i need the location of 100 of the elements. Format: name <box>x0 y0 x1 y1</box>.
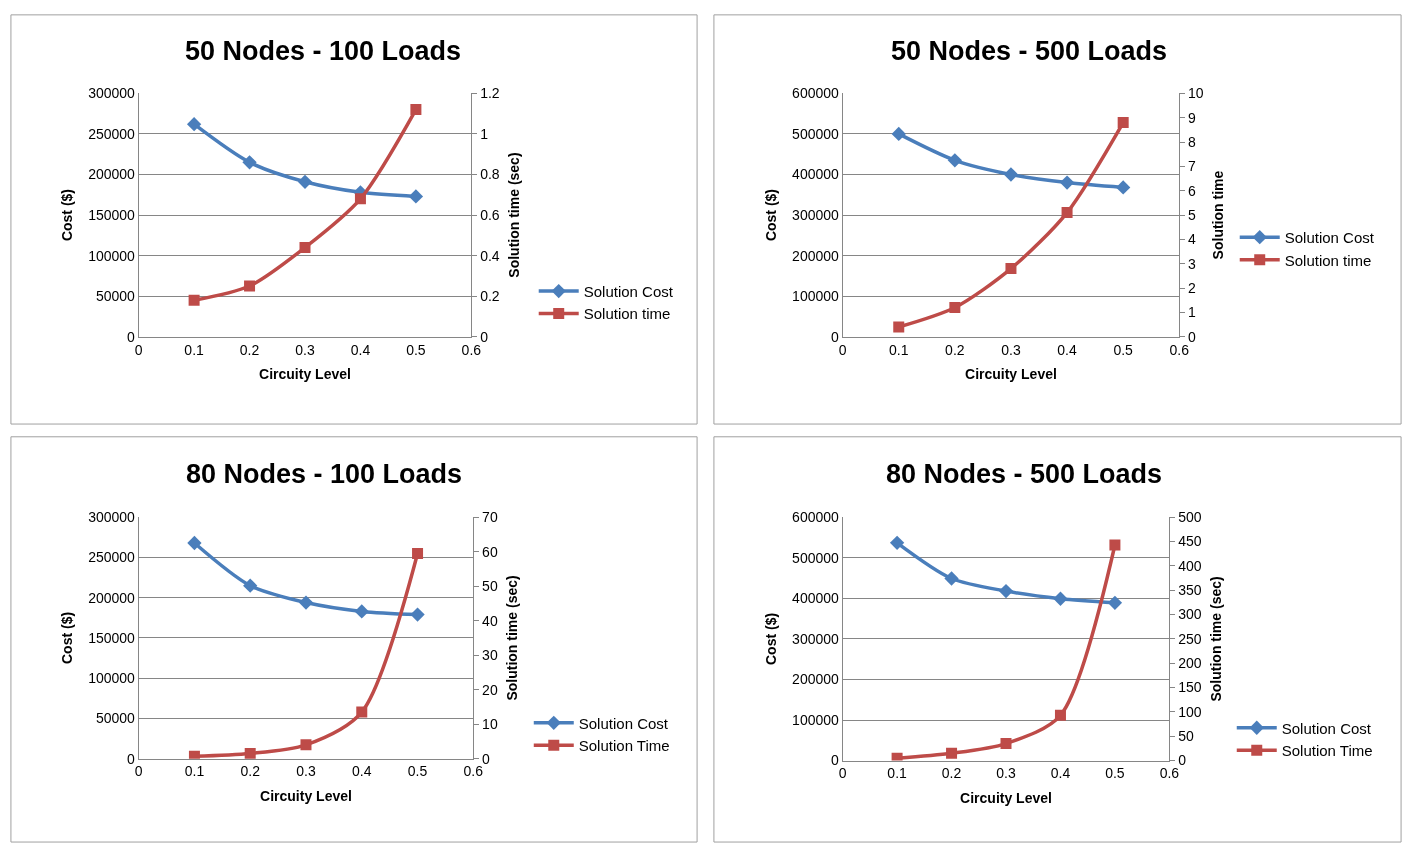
x-tick-label: 0.6 <box>463 763 484 780</box>
point <box>410 607 425 622</box>
y2-tick-label: 0 <box>1188 328 1197 345</box>
y-tick-label: 200000 <box>88 589 136 606</box>
chart-title: 80 Nodes - 500 Loads <box>886 459 1163 489</box>
point <box>1117 117 1129 129</box>
point <box>1000 738 1012 750</box>
y-tick-label: 400000 <box>792 590 840 607</box>
y2-tick-label: 8 <box>1188 133 1197 150</box>
y-tick-label: 500000 <box>792 549 840 566</box>
point <box>354 193 366 205</box>
y-tick-label: 300000 <box>792 206 840 223</box>
y2-tick-label: 100 <box>1178 703 1202 720</box>
point <box>410 104 422 116</box>
y-tick-label: 150000 <box>88 206 136 223</box>
legend-label: Solution Time <box>1281 742 1373 760</box>
y-tick-label: 100000 <box>88 247 136 264</box>
y-tick-label: 200000 <box>792 671 840 688</box>
y-tick-label: 200000 <box>88 166 136 183</box>
y2-tick-label: 150 <box>1178 679 1202 696</box>
point <box>1107 595 1123 610</box>
y2-tick-label: 50 <box>482 578 498 595</box>
y2-tick-label: 7 <box>1188 158 1197 175</box>
y2-tick-label: 0 <box>482 750 491 767</box>
y2-tick-label: 200 <box>1178 655 1202 672</box>
legend-label: Solution time <box>583 305 671 323</box>
y2-axis-title: Solution time <box>1210 170 1227 260</box>
y2-axis-title: Solution time (sec) <box>1208 576 1225 702</box>
y2-axis-title: Solution time (sec) <box>504 575 521 701</box>
x-tick-label: 0.5 <box>1105 765 1125 782</box>
y-tick-label: 0 <box>831 328 840 345</box>
x-tick-label: 0.6 <box>1169 341 1190 358</box>
x-tick-label: 0.3 <box>295 341 315 358</box>
y-tick-label: 50000 <box>95 710 136 727</box>
point <box>408 189 424 204</box>
point <box>944 571 959 586</box>
y2-tick-label: 300 <box>1178 606 1202 623</box>
y2-tick-label: 400 <box>1178 557 1202 574</box>
y-tick-label: 200000 <box>792 247 840 264</box>
x-axis-title: Circuity Level <box>965 365 1057 382</box>
y2-tick-label: 20 <box>482 681 498 698</box>
x-axis-title: Circuity Level <box>960 789 1052 806</box>
y2-tick-label: 1 <box>1188 304 1197 321</box>
x-tick-label: 0.1 <box>889 341 909 358</box>
legend-label: Solution Cost <box>1281 719 1372 737</box>
y2-tick-label: 1 <box>480 125 489 142</box>
y2-tick-label: 4 <box>1188 231 1197 248</box>
legend-label: Solution time <box>1284 251 1372 269</box>
x-axis-title: Circuity Level <box>259 365 351 382</box>
y-axis-title: Cost ($) <box>58 611 75 665</box>
y2-tick-label: 40 <box>482 612 498 629</box>
x-tick-label: 0.5 <box>1113 341 1134 358</box>
x-tick-label: 0.5 <box>407 763 428 780</box>
point <box>242 155 257 170</box>
x-tick-label: 0.5 <box>406 341 426 358</box>
y2-tick-label: 60 <box>482 543 498 560</box>
x-tick-label: 0.1 <box>184 763 205 780</box>
y-tick-label: 300000 <box>792 630 840 647</box>
y2-tick-label: 0.2 <box>480 288 500 305</box>
chart-title: 80 Nodes - 100 Loads <box>186 459 463 489</box>
y-tick-label: 0 <box>831 752 840 769</box>
y-tick-label: 400000 <box>792 166 840 183</box>
y2-tick-label: 5 <box>1188 206 1197 223</box>
y2-tick-label: 0.6 <box>480 206 500 223</box>
y2-tick-label: 450 <box>1178 533 1202 550</box>
x-tick-label: 0.4 <box>352 763 372 780</box>
point <box>412 547 424 559</box>
x-tick-label: 0.2 <box>945 341 965 358</box>
y-tick-label: 100000 <box>792 711 840 728</box>
y-tick-label: 100000 <box>88 670 136 687</box>
point <box>244 747 256 759</box>
legend-label: Solution Cost <box>1284 229 1375 246</box>
x-tick-label: 0.1 <box>887 765 908 782</box>
point <box>354 604 369 619</box>
y2-tick-label: 0 <box>1178 752 1187 769</box>
y-axis-title: Cost ($) <box>58 188 75 242</box>
point <box>1116 180 1131 195</box>
y-tick-label: 500000 <box>792 125 840 142</box>
point <box>891 126 906 142</box>
legend-label: Solution Cost <box>578 714 669 732</box>
y2-tick-label: 3 <box>1188 255 1197 272</box>
x-tick-label: 0.2 <box>941 765 962 782</box>
point <box>1059 175 1075 190</box>
x-tick-label: 0.2 <box>240 763 261 780</box>
x-tick-label: 0.6 <box>1159 765 1180 782</box>
y-tick-label: 250000 <box>88 549 136 566</box>
y-tick-label: 100000 <box>792 288 840 305</box>
y-tick-label: 300000 <box>88 85 136 102</box>
x-tick-label: 0.4 <box>1057 341 1078 358</box>
y2-tick-label: 30 <box>482 647 498 664</box>
chart-title: 50 Nodes - 100 Loads <box>185 36 462 66</box>
x-tick-label: 0.3 <box>996 765 1016 782</box>
point <box>893 321 905 333</box>
x-tick-label: 0.3 <box>296 763 316 780</box>
point <box>949 302 961 314</box>
y-tick-label: 0 <box>127 328 136 345</box>
y2-tick-label: 10 <box>1188 85 1204 102</box>
y2-tick-label: 50 <box>1178 728 1194 745</box>
y-tick-label: 600000 <box>792 509 840 526</box>
point <box>243 578 258 593</box>
